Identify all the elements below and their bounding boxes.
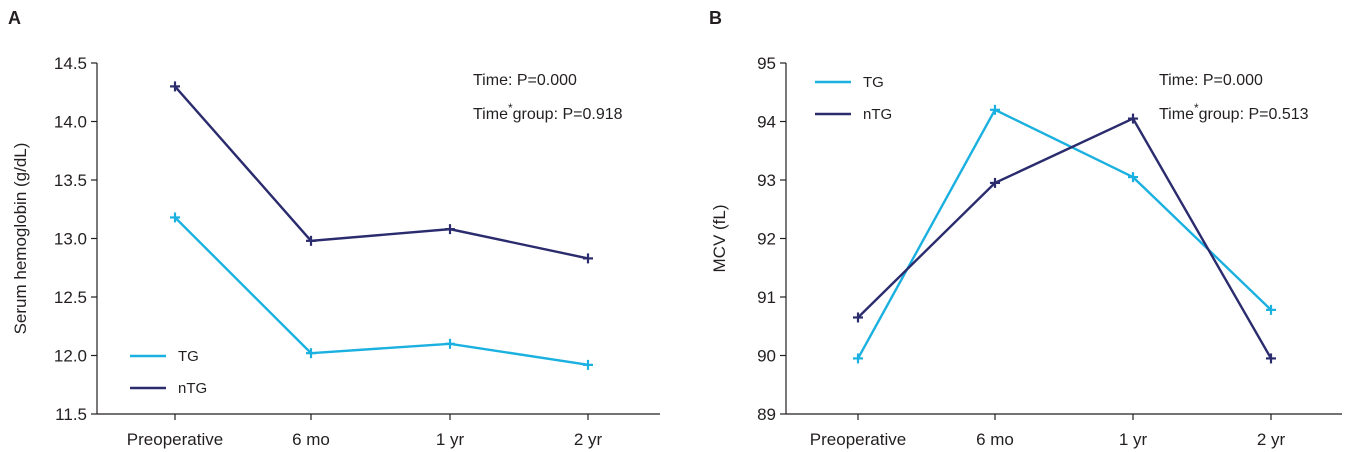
data-point-tg <box>170 212 180 223</box>
legend-entry-tg: TG <box>815 74 884 91</box>
data-point-tg <box>1266 304 1276 315</box>
data-point-ntg <box>170 81 180 92</box>
series-line-tg <box>856 108 1272 360</box>
x-tick-label: 2 yr <box>1257 430 1286 449</box>
stat-annotation: Time*group: P=0.918 <box>473 101 623 123</box>
series-line-ntg <box>174 85 589 260</box>
y-tick-label: 91 <box>757 288 776 307</box>
y-tick-label: 93 <box>757 171 776 190</box>
stat-annotation: Time*group: P=0.513 <box>1159 101 1309 123</box>
chart-a-svg: 11.5 12.0 12.5 13.0 13.5 14.0 14.5 Preoperative… <box>11 54 660 449</box>
y-tick-label: 12.0 <box>54 347 87 366</box>
y-tick-label: 95 <box>757 54 776 73</box>
y-axis-title: Serum hemoglobin (g/dL) <box>11 143 30 335</box>
data-point-ntg <box>445 224 455 235</box>
data-point-tg <box>306 348 316 359</box>
data-point-ntg <box>1128 113 1138 124</box>
svg-text:nTG: nTG <box>863 106 892 123</box>
data-point-ntg <box>583 253 593 264</box>
svg-text:nTG: nTG <box>178 380 207 397</box>
x-tick-label: 1 yr <box>436 430 465 449</box>
y-tick-label: 12.5 <box>54 288 87 307</box>
x-tick-label: 6 mo <box>292 430 330 449</box>
stat-annotation: Time: P=0.000 <box>473 72 577 89</box>
chart-b-svg: 89 90 91 92 93 94 95 Preoperative 6 mo 1 yr 2 yr MC… <box>710 54 1342 449</box>
series-line-tg <box>174 216 589 367</box>
x-tick-label: 1 yr <box>1119 430 1148 449</box>
panel-label: B <box>709 8 722 28</box>
y-tick-label: 89 <box>757 405 776 424</box>
y-tick-label: 94 <box>757 113 776 132</box>
y-tick-label: 11.5 <box>55 405 87 424</box>
x-tick-label: Preoperative <box>810 430 906 449</box>
legend-entry-ntg: nTG <box>130 380 207 397</box>
svg-text:TG: TG <box>863 74 884 91</box>
stat-annotation: Time: P=0.000 <box>1159 72 1263 89</box>
panel-label: A <box>8 8 21 28</box>
data-point-tg <box>1128 172 1138 183</box>
data-point-tg <box>583 359 593 370</box>
chart-panel-a: A 11.5 12.0 12.5 13.0 13.5 14.0 14.5 Preoperati… <box>8 8 660 449</box>
data-point-ntg <box>1266 353 1276 364</box>
x-tick-label: 2 yr <box>574 430 603 449</box>
y-tick-label: 92 <box>757 230 776 249</box>
y-tick-label: 90 <box>757 347 776 366</box>
data-point-ntg <box>853 312 863 323</box>
data-point-tg <box>445 338 455 349</box>
legend-entry-ntg: nTG <box>815 106 892 123</box>
y-tick-label: 14.0 <box>54 113 87 132</box>
data-point-ntg <box>306 235 316 246</box>
y-tick-label: 13.0 <box>54 230 87 249</box>
data-point-tg <box>853 353 863 364</box>
series-line-ntg <box>857 117 1273 360</box>
data-point-tg <box>990 104 1000 115</box>
svg-text:TG: TG <box>178 348 199 365</box>
legend-entry-tg: TG <box>130 348 199 365</box>
y-axis-title: MCV (fL) <box>710 205 729 273</box>
x-tick-label: Preoperative <box>127 430 223 449</box>
chart-panel-b: B 89 90 91 92 93 94 95 Preoperative 6 mo 1 yr 2 yr… <box>675 0 1349 452</box>
y-tick-label: 13.5 <box>54 171 87 190</box>
data-point-ntg <box>990 177 1000 188</box>
y-tick-label: 14.5 <box>54 54 87 73</box>
x-tick-label: 6 mo <box>976 430 1014 449</box>
